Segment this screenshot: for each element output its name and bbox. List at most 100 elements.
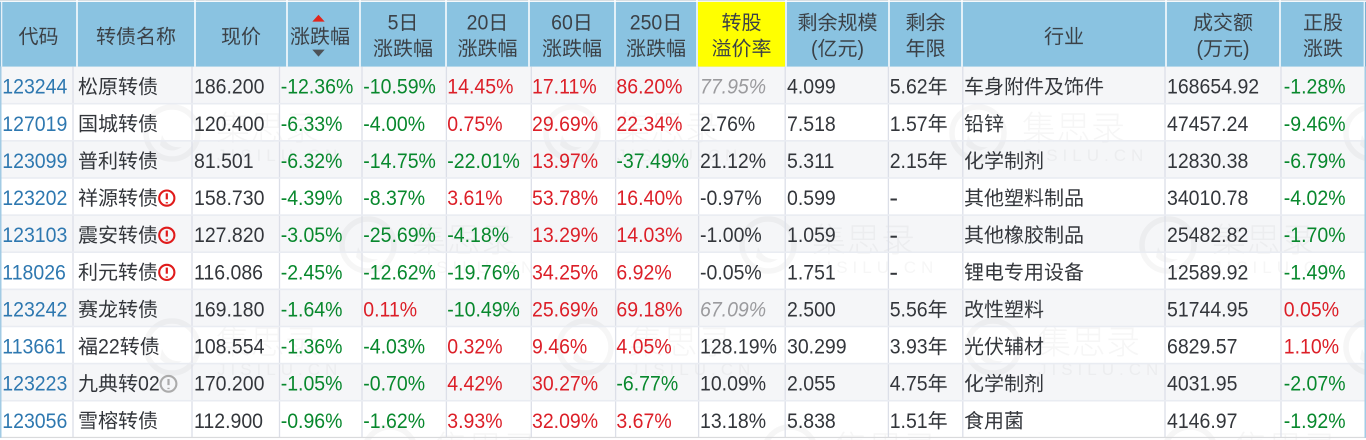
svg-text:-3.05%: -3.05% (281, 223, 343, 247)
svg-text:JISILU.CN: JISILU.CN (617, 146, 742, 165)
svg-text:118026: 118026 (2, 260, 66, 284)
svg-text:4.75: 4.75 (890, 372, 928, 396)
svg-text:JISILU.CN: JISILU.CN (813, 258, 938, 277)
svg-text:69.18%: 69.18% (616, 298, 682, 322)
svg-text:1.059: 1.059 (787, 223, 836, 247)
svg-text:250: 250 (630, 11, 663, 35)
svg-text:6829.57: 6829.57 (1167, 335, 1237, 359)
svg-text:-1.62%: -1.62% (363, 409, 425, 433)
svg-text:86.20%: 86.20% (616, 75, 682, 99)
svg-text:-12.62%: -12.62% (363, 260, 436, 284)
svg-text:25482.82: 25482.82 (1167, 223, 1248, 247)
svg-text:4.05%: 4.05% (616, 335, 671, 359)
svg-text:6.92%: 6.92% (616, 260, 671, 284)
svg-text:-12.36%: -12.36% (281, 75, 354, 99)
svg-text:3.61%: 3.61% (447, 186, 502, 210)
svg-text:1.57: 1.57 (890, 112, 928, 136)
svg-text:JISILU.CN: JISILU.CN (1023, 146, 1148, 165)
svg-text:77.95%: 77.95% (700, 75, 766, 99)
svg-text:-0.96%: -0.96% (281, 409, 343, 433)
svg-text:32.09%: 32.09% (532, 409, 598, 433)
svg-text:30.27%: 30.27% (532, 372, 598, 396)
svg-text:(: ( (1197, 37, 1204, 61)
svg-text:34010.78: 34010.78 (1167, 186, 1248, 210)
svg-text:123056: 123056 (2, 409, 67, 433)
svg-text:5.56: 5.56 (890, 298, 928, 322)
svg-text:4.42%: 4.42% (447, 372, 502, 396)
svg-text:123223: 123223 (2, 372, 67, 396)
svg-text:34.25%: 34.25% (532, 260, 598, 284)
svg-text:12830.38: 12830.38 (1167, 149, 1248, 173)
svg-text:0.32%: 0.32% (447, 335, 502, 359)
svg-text:-4.18%: -4.18% (447, 223, 509, 247)
svg-text:-19.76%: -19.76% (447, 260, 520, 284)
svg-text:-1.92%: -1.92% (1284, 409, 1346, 433)
svg-text:14.03%: 14.03% (616, 223, 682, 247)
svg-text:-1.28%: -1.28% (1284, 75, 1346, 99)
svg-text:168654.92: 168654.92 (1167, 75, 1259, 99)
svg-text:60: 60 (551, 11, 573, 35)
svg-text:-10.59%: -10.59% (363, 75, 436, 99)
svg-text:17.11%: 17.11% (532, 75, 597, 99)
svg-text:20: 20 (467, 11, 489, 35)
svg-text:-4.02%: -4.02% (1284, 186, 1346, 210)
svg-text:158.730: 158.730 (194, 186, 264, 210)
svg-text:5.311: 5.311 (787, 149, 834, 173)
svg-text:-2.07%: -2.07% (1284, 372, 1346, 396)
svg-text:3.93: 3.93 (890, 335, 928, 359)
svg-text:-10.49%: -10.49% (447, 298, 520, 322)
svg-text:12589.92: 12589.92 (1167, 260, 1248, 284)
svg-text:7.518: 7.518 (787, 112, 836, 136)
svg-text:4.099: 4.099 (787, 75, 836, 99)
svg-text:-14.75%: -14.75% (363, 149, 436, 173)
svg-text:-2.45%: -2.45% (281, 260, 343, 284)
svg-text:123099: 123099 (2, 149, 67, 173)
svg-text:10.09%: 10.09% (700, 372, 766, 396)
svg-text:169.180: 169.180 (194, 298, 264, 322)
svg-text:108.554: 108.554 (194, 335, 264, 359)
svg-text:2.76%: 2.76% (700, 112, 755, 136)
svg-text:67.09%: 67.09% (700, 298, 766, 322)
svg-text:-1.64%: -1.64% (281, 298, 343, 322)
svg-text:4146.97: 4146.97 (1167, 409, 1237, 433)
svg-text:13.29%: 13.29% (532, 223, 598, 247)
svg-text:JISILU.CN: JISILU.CN (630, 360, 755, 379)
svg-text:5.62: 5.62 (890, 75, 928, 99)
svg-text:): ) (1243, 37, 1249, 61)
svg-text:-25.69%: -25.69% (363, 223, 436, 247)
svg-text:30.299: 30.299 (787, 335, 847, 359)
svg-text:9.46%: 9.46% (532, 335, 587, 359)
svg-text:02: 02 (138, 372, 160, 396)
svg-text:112.900: 112.900 (194, 409, 263, 433)
svg-text:123202: 123202 (2, 186, 67, 210)
svg-text:29.69%: 29.69% (532, 112, 598, 136)
svg-text:-4.03%: -4.03% (363, 335, 425, 359)
svg-text:-4.00%: -4.00% (363, 112, 425, 136)
svg-text:123103: 123103 (2, 223, 67, 247)
svg-text:-6.79%: -6.79% (1284, 149, 1346, 173)
svg-text:0.75%: 0.75% (447, 112, 502, 136)
svg-text:120.400: 120.400 (194, 112, 264, 136)
svg-text:127019: 127019 (2, 112, 67, 136)
svg-text:113661: 113661 (2, 335, 66, 359)
svg-text:): ) (858, 37, 864, 61)
svg-text:53.78%: 53.78% (532, 186, 598, 210)
svg-text:1.51: 1.51 (890, 409, 928, 433)
svg-text:4031.95: 4031.95 (1167, 372, 1237, 396)
svg-text:-0.05%: -0.05% (700, 260, 762, 284)
svg-text:-0.70%: -0.70% (363, 372, 425, 396)
svg-text:25.69%: 25.69% (532, 298, 598, 322)
svg-text:-1.70%: -1.70% (1284, 223, 1346, 247)
svg-text:-1.49%: -1.49% (1284, 260, 1346, 284)
svg-text:-6.77%: -6.77% (616, 372, 678, 396)
svg-text:13.18%: 13.18% (700, 409, 766, 433)
svg-text:0.05%: 0.05% (1284, 298, 1339, 322)
svg-text:(: ( (811, 37, 818, 61)
svg-text:170.200: 170.200 (194, 372, 264, 396)
svg-text:22.34%: 22.34% (616, 112, 682, 136)
svg-text:22: 22 (98, 335, 120, 359)
svg-text:1.751: 1.751 (787, 260, 836, 284)
svg-text:-9.46%: -9.46% (1284, 112, 1346, 136)
svg-text:123242: 123242 (2, 298, 67, 322)
svg-text:2.500: 2.500 (787, 298, 836, 322)
